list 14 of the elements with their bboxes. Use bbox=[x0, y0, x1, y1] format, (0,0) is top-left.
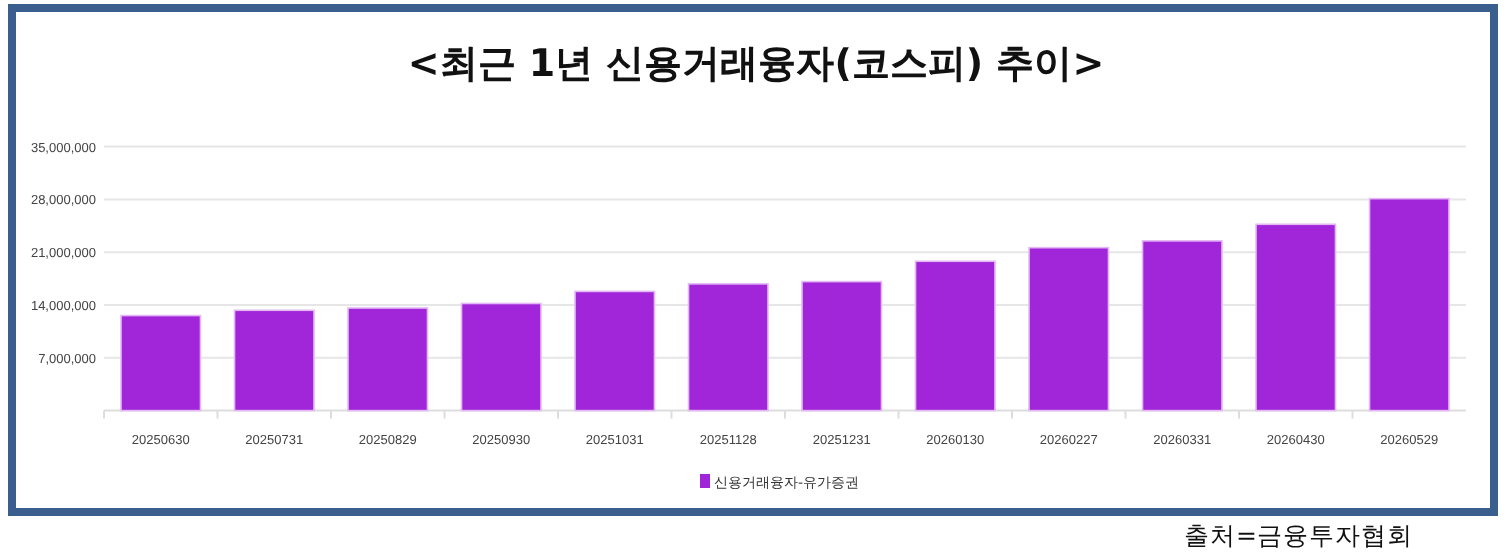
bar bbox=[1141, 240, 1223, 412]
chart-title: <최근 1년 신용거래융자(코스피) 추이> bbox=[407, 42, 1105, 86]
bar bbox=[1255, 223, 1337, 412]
bar bbox=[801, 280, 883, 412]
bar bbox=[1368, 197, 1450, 412]
bar bbox=[1028, 246, 1110, 412]
bar bbox=[233, 309, 315, 412]
bar bbox=[914, 260, 996, 412]
bar bbox=[347, 307, 429, 412]
bar bbox=[460, 302, 542, 412]
bar bbox=[574, 290, 656, 412]
source-note: 출처=금융투자협회 bbox=[1184, 520, 1413, 550]
bar bbox=[687, 283, 769, 412]
bar bbox=[120, 314, 202, 412]
